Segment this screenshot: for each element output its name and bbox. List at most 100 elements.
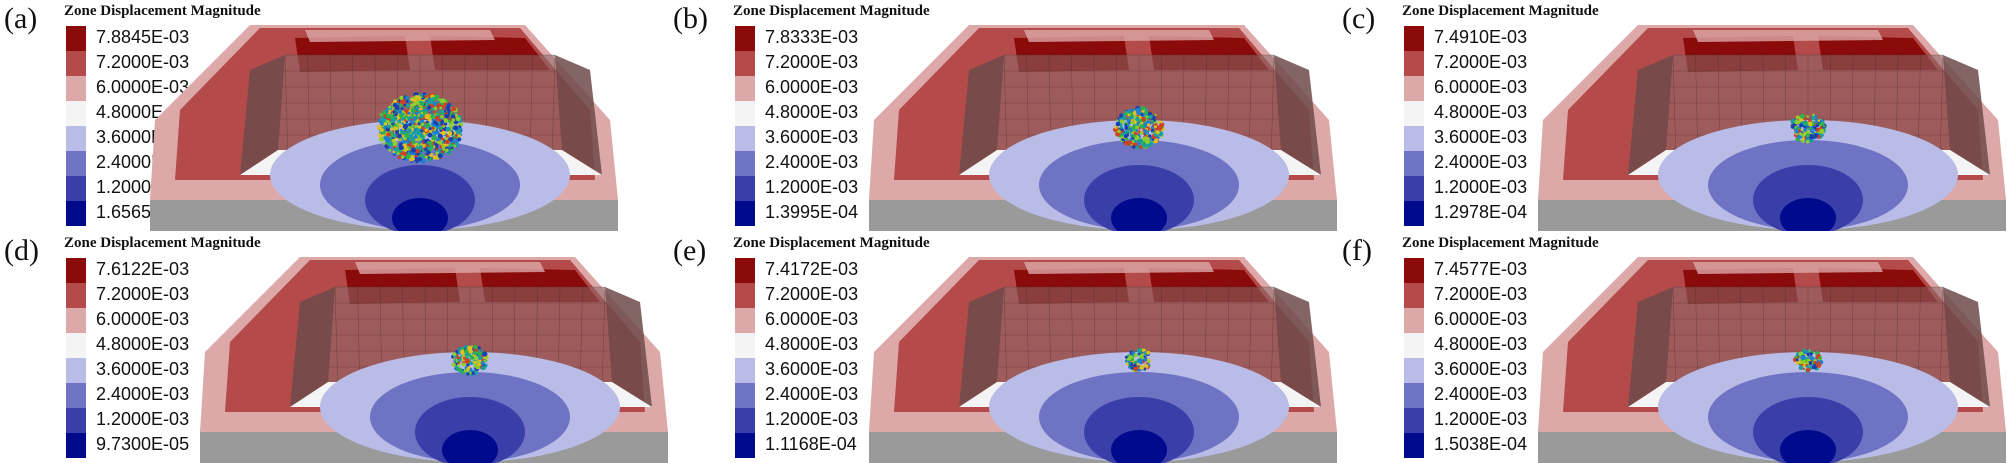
particle [1805, 357, 1808, 360]
particle [417, 157, 422, 162]
legend-value: 7.8845E-03 [96, 27, 190, 47]
particle [413, 128, 417, 132]
particle [405, 134, 410, 139]
particle [1117, 129, 1121, 134]
pit-wall-right [555, 55, 602, 175]
legend-value: 7.2000E-03 [765, 52, 859, 72]
legend-entry: 1.2000E-03 [735, 408, 935, 433]
particle [1806, 365, 1810, 369]
legend-value: 6.0000E-03 [765, 309, 859, 329]
particle [430, 114, 435, 119]
particle [444, 114, 450, 119]
legend-value: 4.8000E-03 [765, 334, 859, 354]
particle [411, 98, 415, 102]
particle [1130, 121, 1133, 125]
particle [1139, 354, 1144, 359]
particle [424, 155, 428, 159]
particle [1143, 110, 1149, 115]
particle [1800, 113, 1805, 119]
particle [424, 113, 430, 120]
particle [398, 145, 404, 151]
particle [405, 95, 410, 100]
particle [386, 120, 390, 123]
legend-value: 9.7300E-05 [96, 434, 190, 454]
pit-wall-left [1628, 287, 1673, 407]
panel-b: (b) Zone Displacement Magnitude 7.8333E-… [669, 0, 1338, 231]
particle [454, 365, 458, 369]
particle [1151, 136, 1155, 139]
particle [412, 108, 416, 113]
particle [401, 122, 404, 125]
particle [470, 355, 474, 360]
particle [431, 126, 435, 130]
panel-f: (f) Zone Displacement Magnitude 7.4577E-… [1338, 232, 2007, 463]
particle [408, 146, 412, 149]
contour-dark-blue [442, 430, 498, 463]
particle [463, 345, 468, 349]
legend-entry: 7.8845E-03 [66, 26, 266, 51]
particle [1132, 134, 1136, 138]
legend-value: 6.0000E-03 [1434, 309, 1528, 329]
particle [1142, 122, 1148, 128]
particle [1816, 127, 1821, 132]
particle [473, 364, 477, 368]
particle [476, 350, 482, 355]
particle [427, 132, 433, 138]
particle [410, 103, 415, 108]
particle [380, 123, 384, 127]
legend-value: 4.8000E-03 [96, 334, 190, 354]
particle [454, 350, 459, 354]
particle [1131, 125, 1136, 131]
particle [404, 109, 407, 113]
particle [457, 367, 463, 373]
particle [459, 349, 465, 355]
legend-title: Zone Displacement Magnitude [1402, 235, 1599, 251]
particle [437, 153, 443, 159]
pit-wall-left [290, 287, 335, 407]
legend-title: Zone Displacement Magnitude [733, 3, 930, 19]
legend-entry: 6.0000E-03 [1404, 76, 1604, 101]
particle [1136, 348, 1141, 353]
legend-entry: 1.1168E-04 [735, 433, 935, 458]
particle [1812, 113, 1815, 117]
particle [411, 124, 414, 128]
particle [399, 103, 403, 107]
legend-value: 3.6000E-03 [1434, 359, 1528, 379]
particle [392, 141, 398, 147]
legend-value: 4.8000E-03 [765, 102, 859, 122]
particle [456, 356, 460, 360]
particle [1806, 349, 1810, 354]
legend-value: 1.2978E-04 [1434, 202, 1528, 222]
particle [387, 124, 392, 129]
particle [471, 371, 476, 375]
pit-wall-left [240, 55, 285, 175]
particle [1145, 364, 1149, 368]
particle [429, 97, 434, 103]
legend-entry: 3.6000E-03 [66, 358, 266, 383]
particle [478, 355, 483, 361]
legend-entry: 6.0000E-03 [1404, 308, 1604, 333]
particle [466, 372, 470, 376]
particle [410, 100, 413, 103]
legend-value: 2.4000E-03 [765, 384, 859, 404]
legend-value: 3.6000E-03 [765, 127, 859, 147]
particle [1144, 108, 1148, 111]
particle [390, 118, 396, 124]
particle [1816, 362, 1822, 368]
excavation-model [869, 257, 1337, 463]
particle [435, 148, 439, 151]
legend-entry: 4.8000E-03 [66, 333, 266, 358]
particle [1139, 124, 1144, 129]
excavation-model [869, 25, 1337, 231]
particle [448, 123, 454, 128]
particle [393, 99, 397, 104]
particle [400, 99, 406, 105]
particle [389, 115, 394, 120]
surface-highlight [1024, 30, 1214, 42]
excavation-model [1538, 25, 2006, 231]
particle [433, 120, 438, 125]
particle [392, 110, 397, 114]
legend-title: Zone Displacement Magnitude [64, 3, 261, 19]
particle [451, 118, 455, 122]
particle [1155, 130, 1160, 135]
